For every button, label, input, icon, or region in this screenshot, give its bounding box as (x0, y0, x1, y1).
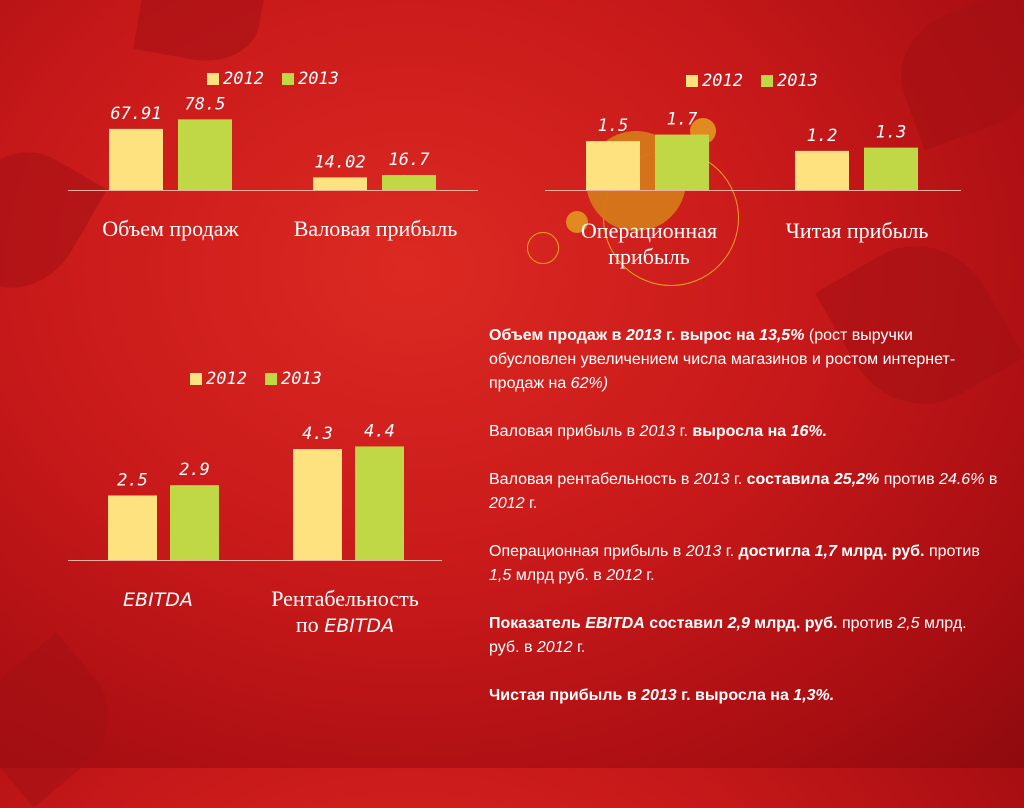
value-label-2012-1: 14.02 (314, 152, 365, 172)
bar-2012-1 (795, 150, 849, 190)
commentary-text: Объем продаж в 2013 г. вырос на 13,5% (р… (489, 324, 999, 732)
legend-swatch-2013 (264, 373, 277, 385)
bar-2013-0 (178, 119, 232, 190)
paragraph-sales: Объем продаж в 2013 г. вырос на 13,5% (р… (489, 327, 956, 392)
chart-legend: 2012 2013 (686, 71, 818, 91)
bar-2013-0 (655, 134, 709, 190)
legend-item-2012: 2012 (207, 69, 264, 89)
bar-2013-1 (355, 446, 404, 560)
value-label-2012-1: 1.2 (807, 126, 838, 146)
bar-2012-0 (586, 141, 640, 190)
legend-label-2012: 2012 (702, 71, 743, 91)
bar-2013-1 (382, 174, 436, 190)
value-label-2013-1: 4.4 (364, 421, 395, 441)
bar-2012-0 (108, 495, 157, 560)
legend-label-2012: 2012 (223, 69, 264, 89)
bar-2012-1 (313, 177, 367, 190)
value-label-2012-0: 2.5 (117, 470, 148, 490)
chart-legend: 2012 2013 (190, 369, 322, 389)
bar-2012-0 (109, 128, 163, 190)
legend-label-2013: 2013 (297, 69, 339, 89)
legend-swatch-2012 (686, 75, 698, 87)
category-label-operating-line2: прибыль (608, 244, 690, 269)
chart-operating-net-profit: 2012 2013 1.5 1.7 1.2 1.3 Операционная приб… (545, 62, 961, 282)
paragraph-ebitda: Показатель EBITDA составил 2,9 млрд. руб… (489, 615, 967, 656)
value-label-2013-0: 1.7 (667, 110, 698, 130)
chart-ebitda: 2012 2013 2.5 2.9 4.3 4.4 EBITDA Рентабельн… (68, 360, 442, 660)
value-label-2013-1: 16.7 (389, 150, 431, 170)
category-label-operating-profit: Операционная прибыль (545, 218, 753, 270)
legend-item-2013: 2013 (281, 69, 339, 89)
category-label-ebitda-text: EBITDA (123, 589, 193, 611)
category-label-ebitda-margin: Рентабельность по EBITDA (248, 586, 442, 639)
chart-sales-gross-profit: 2012 2013 67.91 78.5 14.02 16.7 Объем прода… (68, 60, 478, 260)
decor-bubble-ring (527, 232, 559, 264)
legend-label-2012: 2012 (206, 369, 247, 389)
category-label-gross-profit: Валовая прибыль (293, 216, 458, 241)
legend-label-2013: 2013 (776, 71, 818, 91)
legend-swatch-2013 (760, 75, 773, 87)
paragraph-gross-margin: Валовая рентабельность в 2013 г. состави… (489, 471, 998, 512)
decor-bubble-small (566, 211, 588, 233)
value-label-2012-0: 67.91 (110, 104, 161, 124)
legend-item-2013: 2013 (760, 71, 818, 91)
legend-item-2012: 2012 (686, 71, 743, 91)
bar-2012-1 (293, 449, 342, 560)
paragraph-net-profit: Чистая прибыль в 2013 г. выросла на 1,3%… (489, 687, 835, 704)
category-label-ebitda: EBITDA (68, 586, 248, 613)
paragraph-operating-profit: Операционная прибыль в 2013 г. достигла … (489, 543, 980, 584)
bar-2013-1 (864, 147, 918, 190)
value-label-2013-0: 2.9 (179, 460, 210, 480)
category-label-ebitda-margin-line1: Рентабельность (271, 586, 419, 611)
category-label-ebitda-margin-line2: по (295, 612, 319, 637)
legend-item-2012: 2012 (190, 369, 247, 389)
value-label-2012-1: 4.3 (302, 424, 333, 444)
chart-legend: 2012 2013 (207, 69, 339, 89)
category-label-net-profit: Читая прибыль (785, 218, 929, 243)
legend-swatch-2013 (281, 73, 294, 85)
legend-swatch-2012 (207, 73, 219, 85)
legend-swatch-2012 (190, 373, 202, 385)
legend-label-2013: 2013 (280, 369, 322, 389)
value-label-2013-0: 78.5 (185, 94, 226, 114)
category-label-operating-line1: Операционная (580, 218, 718, 243)
category-label-ebitda-margin-line3: EBITDA (324, 615, 395, 637)
category-label-sales: Объем продаж (102, 216, 239, 241)
value-label-2013-1: 1.3 (876, 123, 907, 143)
value-label-2012-0: 1.5 (598, 116, 629, 136)
legend-item-2013: 2013 (264, 369, 322, 389)
paragraph-gross-profit: Валовая прибыль в 2013 г. выросла на 16%… (489, 423, 828, 440)
bar-2013-0 (170, 485, 219, 560)
